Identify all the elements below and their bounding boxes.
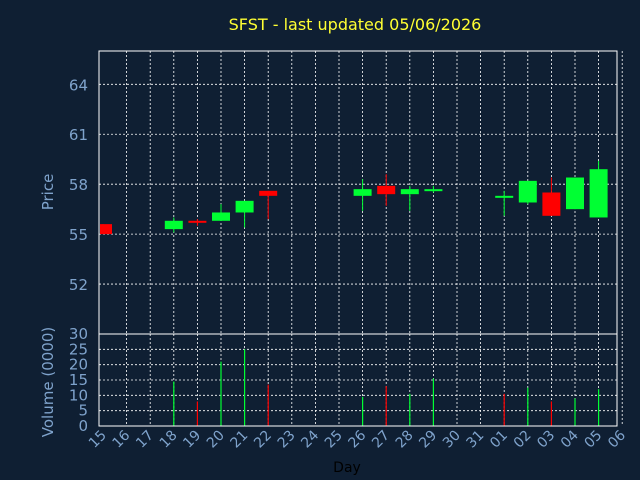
volume-axis-label: Volume (0000) <box>39 327 57 437</box>
volume-plot-frame <box>98 333 618 427</box>
candle <box>353 179 372 211</box>
candle-body <box>377 185 396 195</box>
candle-body <box>518 180 537 203</box>
volume-tick-label: 20 <box>69 356 88 374</box>
candle <box>164 217 183 233</box>
candle <box>377 174 396 206</box>
candle-body <box>259 190 278 196</box>
candle <box>100 224 112 235</box>
price-axis-label: Price <box>39 174 57 211</box>
candle <box>495 190 514 216</box>
candle <box>424 185 443 193</box>
volume-bars <box>173 349 600 426</box>
day-axis-label: Day <box>333 460 361 476</box>
price-candles <box>100 160 608 235</box>
candle <box>400 185 419 211</box>
candle-body <box>542 192 561 216</box>
candle-body <box>495 195 514 198</box>
day-x-ticks: 15 16 17 18 19 20 21 22 23 24 25 26 27 28 29 30 31 01 02 03… <box>86 427 629 451</box>
price-y-ticks: 52 55 58 61 64 <box>69 76 88 294</box>
candle-body <box>424 189 443 192</box>
candle <box>589 160 608 218</box>
volume-tick-label: 15 <box>69 371 88 389</box>
candle-body <box>400 189 419 195</box>
candle <box>212 204 230 221</box>
candle <box>542 177 561 216</box>
candle-body <box>100 224 112 235</box>
candle-body <box>566 177 584 210</box>
price-tick-label: 64 <box>69 76 88 94</box>
volume-tick-label: 0 <box>78 417 88 435</box>
candle-body <box>353 189 372 196</box>
candle <box>259 190 278 220</box>
chart-title: SFST - last updated 05/06/2026 <box>229 15 482 34</box>
candle-body <box>235 200 254 213</box>
candle-body <box>589 169 608 218</box>
price-tick-label: 61 <box>69 126 88 144</box>
candle <box>566 177 584 210</box>
candle-body <box>164 220 183 230</box>
price-panel: 52 55 58 61 64 Price <box>39 50 623 335</box>
candle-body <box>212 212 230 221</box>
price-tick-label: 58 <box>69 176 88 194</box>
volume-tick-label: 30 <box>69 325 88 343</box>
price-tick-label: 55 <box>69 226 88 244</box>
price-tick-label: 52 <box>69 276 88 294</box>
volume-tick-label: 10 <box>69 386 88 404</box>
candle-body <box>188 220 207 223</box>
candle <box>188 219 207 226</box>
volume-tick-label: 25 <box>69 340 88 358</box>
candle <box>518 180 537 205</box>
volume-tick-label: 5 <box>78 402 88 420</box>
candle <box>235 200 254 228</box>
